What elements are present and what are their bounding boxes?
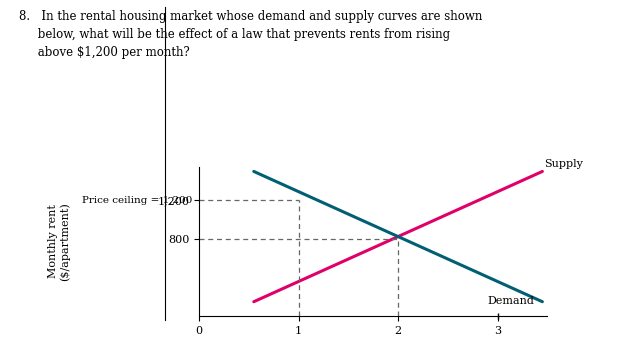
Text: Demand: Demand (488, 296, 534, 306)
Text: Supply: Supply (544, 158, 583, 169)
Text: Monthly rent
($/apartment): Monthly rent ($/apartment) (48, 202, 70, 281)
Text: Price ceiling = 1,200: Price ceiling = 1,200 (81, 196, 192, 205)
Text: 8.   In the rental housing market whose demand and supply curves are shown
     : 8. In the rental housing market whose de… (19, 10, 482, 59)
